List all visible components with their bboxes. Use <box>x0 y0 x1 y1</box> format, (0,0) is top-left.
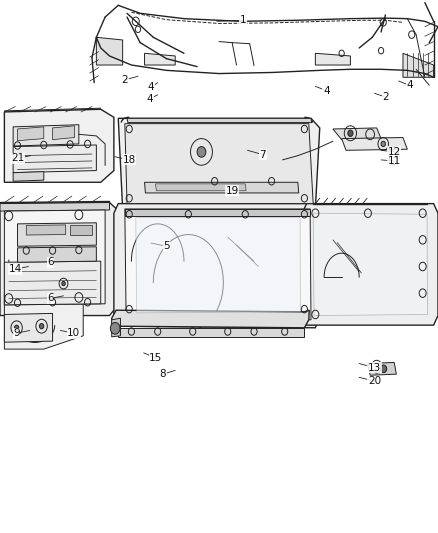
Polygon shape <box>112 310 309 328</box>
Text: 4: 4 <box>323 86 330 95</box>
Polygon shape <box>70 225 92 235</box>
Text: 4: 4 <box>406 80 413 90</box>
Text: 14: 14 <box>9 264 22 274</box>
Polygon shape <box>18 223 96 246</box>
Polygon shape <box>13 125 79 146</box>
Circle shape <box>381 365 387 373</box>
Polygon shape <box>112 318 120 337</box>
Polygon shape <box>155 184 246 191</box>
Text: 4: 4 <box>146 94 153 103</box>
Circle shape <box>348 130 353 136</box>
Text: 4: 4 <box>148 83 155 92</box>
Polygon shape <box>118 118 320 209</box>
Polygon shape <box>26 225 66 235</box>
Polygon shape <box>18 127 44 141</box>
Polygon shape <box>114 204 320 328</box>
Polygon shape <box>125 209 310 216</box>
Polygon shape <box>53 126 74 140</box>
Polygon shape <box>4 313 53 342</box>
Text: 9: 9 <box>13 328 20 338</box>
Polygon shape <box>4 210 105 305</box>
Text: 18: 18 <box>123 155 136 165</box>
Polygon shape <box>4 261 101 305</box>
Text: 6: 6 <box>47 257 54 267</box>
Text: 10: 10 <box>67 328 80 338</box>
Polygon shape <box>13 145 96 173</box>
Polygon shape <box>0 203 110 211</box>
Text: 11: 11 <box>388 156 401 166</box>
Text: 2: 2 <box>382 92 389 102</box>
Polygon shape <box>4 109 114 182</box>
Polygon shape <box>403 53 434 77</box>
Polygon shape <box>118 328 304 337</box>
Text: 2: 2 <box>121 75 128 85</box>
Circle shape <box>14 325 19 330</box>
Text: 15: 15 <box>149 353 162 363</box>
Text: 8: 8 <box>159 369 166 379</box>
Polygon shape <box>315 53 350 65</box>
Polygon shape <box>145 182 299 193</box>
Polygon shape <box>136 217 300 313</box>
Polygon shape <box>368 362 396 375</box>
Polygon shape <box>13 172 44 181</box>
Text: 21: 21 <box>11 154 24 163</box>
Polygon shape <box>145 53 175 65</box>
Text: 6: 6 <box>47 294 54 303</box>
Polygon shape <box>125 124 313 204</box>
Text: 5: 5 <box>163 241 170 251</box>
Circle shape <box>381 141 385 147</box>
Polygon shape <box>0 203 118 316</box>
Polygon shape <box>333 128 381 140</box>
Text: 19: 19 <box>226 186 239 196</box>
Polygon shape <box>125 209 311 321</box>
Circle shape <box>110 322 120 334</box>
Polygon shape <box>96 37 123 65</box>
Polygon shape <box>18 247 96 262</box>
Polygon shape <box>342 138 407 150</box>
Polygon shape <box>4 292 83 349</box>
Circle shape <box>197 147 206 157</box>
Polygon shape <box>127 118 312 123</box>
Text: 13: 13 <box>368 363 381 373</box>
Text: 12: 12 <box>388 147 401 157</box>
Text: 1: 1 <box>240 15 247 25</box>
Polygon shape <box>313 213 427 316</box>
Circle shape <box>62 281 65 286</box>
Circle shape <box>39 324 44 329</box>
Polygon shape <box>302 204 438 325</box>
Text: 7: 7 <box>259 150 266 159</box>
Text: 20: 20 <box>368 376 381 386</box>
